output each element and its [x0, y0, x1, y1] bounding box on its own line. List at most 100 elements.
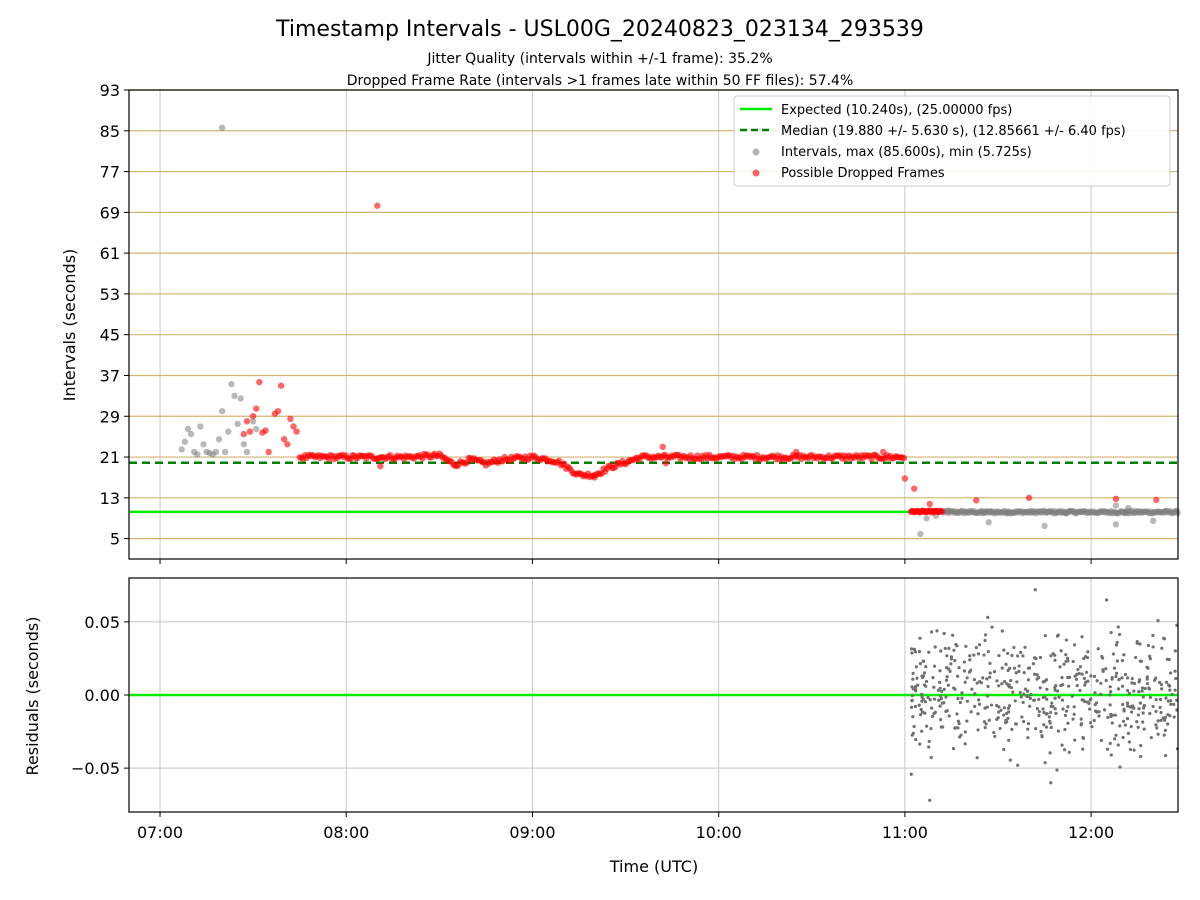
- residual-point: [1028, 704, 1032, 708]
- residual-point: [1140, 689, 1144, 693]
- residual-point: [1047, 715, 1051, 719]
- residual-point: [1108, 685, 1112, 689]
- residual-point: [1169, 671, 1173, 675]
- residual-point: [1173, 649, 1177, 653]
- residual-point: [1137, 707, 1141, 711]
- residual-point: [1164, 753, 1168, 758]
- residual-point: [1040, 734, 1044, 738]
- dropped-frame-point: [900, 454, 908, 462]
- residual-point: [1025, 689, 1030, 693]
- residual-point: [1005, 682, 1009, 686]
- dropped-frame-point: [973, 497, 980, 504]
- residual-point: [983, 638, 987, 643]
- dropped-frame-point: [256, 378, 263, 386]
- residual-point: [1170, 692, 1174, 697]
- residual-point: [1167, 658, 1171, 662]
- residual-point: [1090, 725, 1094, 729]
- residual-point: [1055, 634, 1060, 638]
- residual-point: [941, 725, 945, 729]
- residual-point: [1156, 719, 1160, 723]
- residual-point: [1135, 639, 1139, 644]
- residual-point: [1020, 715, 1024, 719]
- residual-point: [956, 696, 960, 701]
- residual-point: [1002, 747, 1006, 752]
- residual-point: [1035, 673, 1039, 677]
- residual-point: [1173, 688, 1177, 692]
- residual-point: [1076, 667, 1080, 672]
- residual-point: [1109, 630, 1113, 635]
- intervals-ytick-label: 13: [100, 489, 120, 508]
- interval-point: [917, 530, 924, 538]
- residual-point: [1043, 679, 1047, 683]
- residuals-ytick-label: 0.00: [84, 686, 120, 705]
- residual-point: [986, 615, 990, 619]
- residual-point: [965, 676, 969, 680]
- residual-point: [1026, 678, 1031, 682]
- residual-point: [1095, 679, 1099, 683]
- residual-point: [1074, 677, 1079, 681]
- residual-point: [1126, 731, 1131, 735]
- intervals-ytick-label: 5: [110, 530, 120, 549]
- residual-point: [955, 712, 959, 716]
- residual-point: [945, 675, 949, 679]
- residual-point: [968, 658, 972, 662]
- residual-point: [1026, 727, 1030, 731]
- residual-point: [939, 717, 943, 722]
- residual-point: [931, 676, 935, 680]
- residual-point: [1064, 638, 1068, 642]
- interval-point: [212, 448, 220, 456]
- residual-point: [1138, 659, 1142, 663]
- residual-point: [1022, 692, 1026, 696]
- residual-point: [944, 695, 948, 699]
- residual-point: [957, 722, 961, 726]
- dropped-frame-point: [1025, 494, 1033, 502]
- residual-point: [1096, 647, 1100, 651]
- residual-point: [983, 725, 987, 730]
- residual-point: [1094, 709, 1098, 713]
- residual-point: [1108, 693, 1112, 697]
- residual-point: [976, 652, 981, 656]
- residual-point: [1105, 598, 1109, 602]
- residual-point: [958, 700, 962, 705]
- residual-point: [1142, 703, 1146, 708]
- residual-point: [1053, 696, 1057, 700]
- residual-point: [1050, 701, 1054, 705]
- dropped-frame-point: [265, 448, 272, 456]
- residual-point: [986, 650, 991, 654]
- residual-point: [1163, 728, 1167, 732]
- residual-point: [983, 706, 987, 710]
- residual-point: [1167, 683, 1171, 687]
- interval-point: [194, 451, 201, 458]
- residual-point: [939, 694, 943, 698]
- residual-point: [1035, 707, 1039, 711]
- interval-point: [923, 515, 930, 522]
- dropped-frame-point: [277, 382, 285, 389]
- residual-point: [935, 629, 939, 633]
- residual-point: [932, 685, 936, 689]
- residual-point: [938, 704, 942, 708]
- residual-point: [1000, 682, 1004, 686]
- residual-point: [1017, 669, 1021, 673]
- intervals-plot: 5 13 21 29 37 45 53 61 69 77 85 93 Intervals (secon…: [60, 81, 1182, 564]
- residual-point: [993, 734, 997, 739]
- residual-point: [930, 630, 934, 634]
- residual-point: [977, 698, 981, 702]
- residual-point: [1174, 676, 1178, 681]
- residual-point: [1085, 670, 1089, 674]
- x-axis-label: Time (UTC): [609, 857, 698, 876]
- residual-point: [985, 694, 990, 698]
- residual-point: [1048, 751, 1052, 755]
- residual-point: [1120, 684, 1125, 688]
- residual-point: [1066, 705, 1070, 709]
- residual-point: [1077, 671, 1081, 676]
- residual-point: [1134, 655, 1138, 660]
- residual-point: [1109, 753, 1113, 757]
- residual-point: [968, 654, 972, 658]
- x-tick-label: 08:00: [323, 823, 369, 842]
- residual-point: [1026, 666, 1031, 670]
- residual-point: [913, 650, 918, 654]
- residuals-plot: −0.05 0.00 0.05 07:00 08:00 09:00 10:00 11:00 1…: [23, 577, 1180, 876]
- residual-point: [1034, 657, 1038, 661]
- dropped-frame-point: [1112, 495, 1120, 503]
- residual-point: [1039, 729, 1043, 734]
